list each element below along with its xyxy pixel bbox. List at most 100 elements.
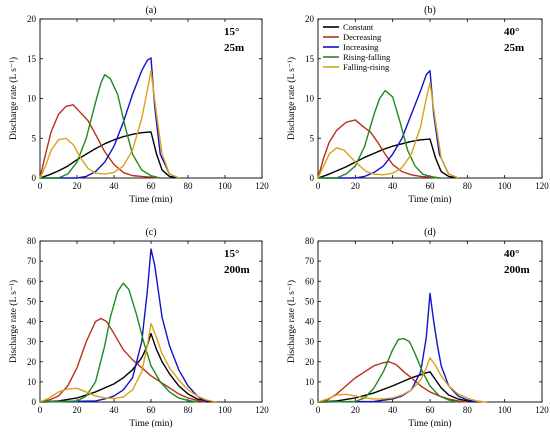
y-axis-title: Discharge rate (L s⁻¹) — [286, 57, 297, 140]
series-line-falling-rising — [39, 322, 217, 403]
y-tick-label: 0 — [310, 397, 315, 407]
y-tick-label: 10 — [305, 377, 315, 387]
y-tick-label: 20 — [305, 14, 315, 24]
x-tick-label: 100 — [498, 181, 512, 191]
x-tick-label: 60 — [147, 181, 157, 191]
legend-label-increasing: Increasing — [343, 42, 379, 52]
x-tick-label: 0 — [38, 181, 43, 191]
legend: ConstantDecreasingIncreasingRising-falli… — [323, 22, 391, 72]
panel-label: (b) — [424, 5, 436, 16]
y-tick-label: 50 — [27, 296, 37, 306]
chart-panel-c: 0 20 40 60 80 100 120 0 10 20 30 40 50 60 70 80 Time (mi… — [8, 227, 269, 429]
panel-label: (d) — [424, 227, 436, 238]
y-tick-label: 80 — [27, 236, 37, 246]
series-line-constant — [39, 131, 180, 179]
x-tick-label: 20 — [73, 405, 83, 415]
slope-length-label: 25m — [224, 42, 244, 54]
series-line-falling-rising — [317, 81, 459, 179]
x-tick-label: 120 — [535, 181, 549, 191]
y-tick-label: 0 — [32, 173, 37, 183]
x-tick-label: 80 — [184, 181, 194, 191]
x-tick-label: 60 — [426, 405, 436, 415]
y-tick-label: 70 — [305, 256, 315, 266]
series-line-rising-falling — [317, 89, 441, 179]
x-tick-label: 40 — [110, 181, 120, 191]
x-tick-label: 80 — [463, 181, 473, 191]
chart-panel-d: 0 20 40 60 80 100 120 0 10 20 30 40 50 60 70 80 Time (mi… — [286, 227, 549, 429]
slope-angle-label: 40° — [504, 248, 519, 260]
panel-label: (c) — [145, 227, 156, 238]
legend-label-constant: Constant — [343, 22, 374, 32]
x-tick-label: 60 — [426, 181, 436, 191]
y-tick-label: 20 — [27, 14, 37, 24]
x-tick-label: 120 — [255, 405, 269, 415]
slope-angle-label: 40° — [504, 26, 519, 38]
slope-length-label: 200m — [224, 264, 250, 276]
y-tick-label: 20 — [305, 357, 315, 367]
legend-label-rising-falling: Rising-falling — [343, 52, 391, 62]
chart-panel-a: 0 20 40 60 80 100 120 0 5 10 15 20 Time (min) Dischar… — [8, 5, 269, 205]
y-axis-title: Discharge rate (L s⁻¹) — [8, 57, 19, 140]
chart-panel-b: 0 20 40 60 80 100 120 0 5 10 15 20 Time (min) Dischar… — [286, 5, 549, 205]
x-tick-label: 100 — [218, 181, 232, 191]
y-tick-label: 50 — [305, 296, 315, 306]
series-line-rising-falling — [317, 337, 459, 403]
panel-label: (a) — [145, 5, 156, 16]
series-line-decreasing — [39, 317, 208, 403]
y-tick-label: 10 — [27, 94, 37, 104]
slope-length-label: 25m — [504, 42, 524, 54]
slope-angle-label: 15° — [224, 248, 239, 260]
x-tick-label: 100 — [498, 405, 512, 415]
x-tick-label: 0 — [38, 405, 43, 415]
series-line-increasing — [39, 57, 180, 179]
y-tick-label: 0 — [310, 173, 315, 183]
x-tick-label: 0 — [316, 181, 321, 191]
x-tick-label: 80 — [463, 405, 473, 415]
x-tick-label: 120 — [255, 181, 269, 191]
slope-length-label: 200m — [504, 264, 530, 276]
series-line-falling-rising — [317, 357, 487, 403]
y-tick-label: 15 — [27, 54, 37, 64]
y-tick-label: 30 — [305, 337, 315, 347]
x-axis-title: Time (min) — [129, 418, 172, 429]
y-tick-label: 40 — [27, 317, 37, 327]
series-line-rising-falling — [39, 282, 198, 403]
x-tick-label: 100 — [218, 405, 232, 415]
y-tick-label: 20 — [27, 357, 37, 367]
y-tick-label: 5 — [32, 133, 37, 143]
y-tick-label: 70 — [27, 256, 37, 266]
series-line-decreasing — [39, 104, 161, 179]
series-line-constant — [317, 138, 459, 179]
x-tick-label: 80 — [184, 405, 194, 415]
x-axis-title: Time (min) — [408, 418, 451, 429]
series-line-constant — [39, 332, 217, 403]
series-line-decreasing — [317, 119, 441, 179]
x-tick-label: 40 — [388, 405, 398, 415]
slope-angle-label: 15° — [224, 26, 239, 38]
y-tick-label: 0 — [32, 397, 37, 407]
x-tick-label: 60 — [147, 405, 157, 415]
y-tick-label: 15 — [305, 54, 315, 64]
x-tick-label: 0 — [316, 405, 321, 415]
series-line-falling-rising — [39, 69, 180, 179]
x-tick-label: 40 — [388, 181, 398, 191]
x-axis-title: Time (min) — [408, 194, 451, 205]
y-tick-label: 60 — [27, 276, 37, 286]
y-tick-label: 60 — [305, 276, 315, 286]
x-axis-title: Time (min) — [129, 194, 172, 205]
x-tick-label: 40 — [110, 405, 120, 415]
x-tick-label: 20 — [351, 181, 361, 191]
series-line-increasing — [317, 292, 478, 403]
series-line-increasing — [39, 248, 208, 403]
x-tick-label: 120 — [535, 405, 549, 415]
y-tick-label: 10 — [27, 377, 37, 387]
series-line-increasing — [317, 69, 459, 179]
y-tick-label: 30 — [27, 337, 37, 347]
y-tick-label: 40 — [305, 317, 315, 327]
y-axis-title: Discharge rate (L s⁻¹) — [286, 280, 297, 363]
y-tick-label: 80 — [305, 236, 315, 246]
y-tick-label: 10 — [305, 94, 315, 104]
legend-label-falling-rising: Falling-rising — [343, 62, 390, 72]
y-axis-title: Discharge rate (L s⁻¹) — [8, 280, 19, 363]
